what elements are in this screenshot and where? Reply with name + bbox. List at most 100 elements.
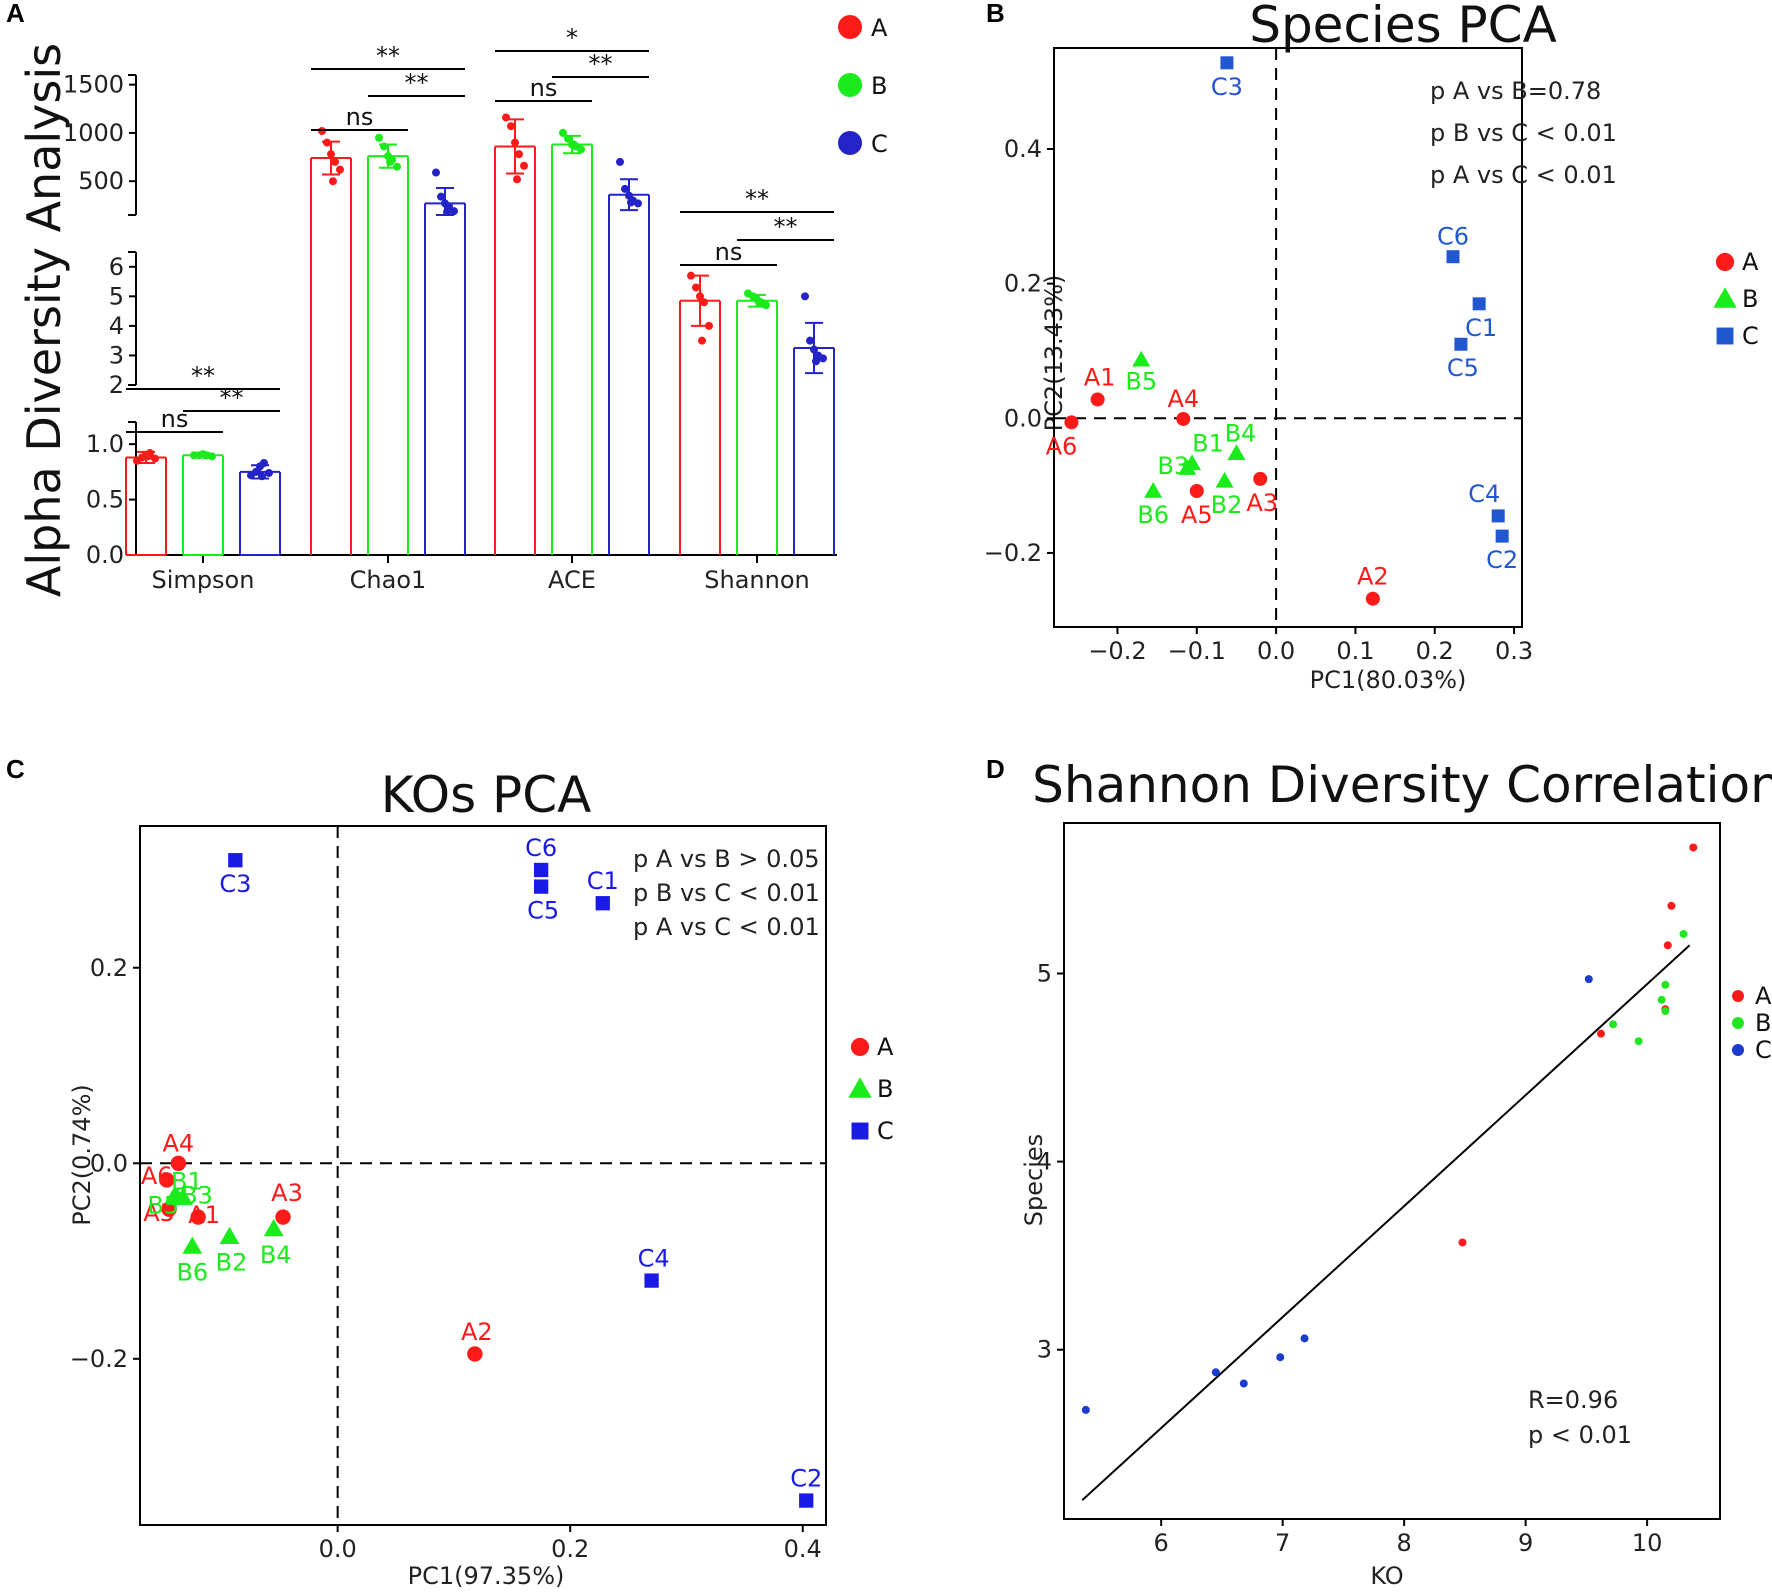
legend-label-c: C [871,130,888,158]
panel-b-xlabel: PC1(80.03%) [1310,666,1467,694]
point-label: C6 [525,834,557,862]
bar-point [621,184,629,193]
x-tick-label: 0.3 [1495,637,1533,665]
data-point-c2 [799,1493,814,1508]
point-label: C5 [527,897,559,925]
bar-point [692,283,700,292]
data-point [1657,995,1666,1004]
data-point-a3 [1253,471,1268,486]
legend-label-c: C [1755,1036,1772,1064]
bar-point [393,162,401,171]
x-tick-label: 0.0 [1257,637,1295,665]
y-tick-label: 0.2 [90,954,128,982]
x-tick-label: −0.2 [1088,637,1146,665]
point-label: C4 [638,1245,670,1273]
bar-point [144,452,152,461]
data-point-a3 [275,1209,291,1225]
x-tick-label: 9 [1518,1529,1533,1557]
significance-label: ns [715,238,743,266]
data-point [1634,1037,1643,1046]
data-point-b6 [182,1236,203,1254]
bar-point [570,140,578,149]
significance-label: ** [405,69,429,97]
bar-point [762,301,770,310]
point-label: B2 [216,1249,248,1277]
point-label: A2 [1357,563,1389,591]
data-point [1667,901,1676,910]
regression-line [1081,944,1691,1501]
legend-marker-b [838,73,862,97]
x-tick-label: 0.0 [319,1535,357,1563]
data-point [1584,975,1593,984]
plot-frame [139,825,827,1526]
bar-point [616,157,624,166]
point-label: B3 [1157,452,1189,480]
bar-point [559,128,567,137]
data-point [1661,980,1670,989]
bar-point [577,145,585,154]
annotation: p A vs C < 0.01 [1430,161,1617,189]
point-label: B3 [181,1181,213,1209]
bar-point [151,454,159,463]
y-tick-label: 1500 [63,71,124,99]
x-tick-label: Simpson [152,566,255,594]
point-label: A2 [461,1318,493,1346]
data-point-a1 [1090,392,1105,407]
bar-point [806,336,814,345]
panel-c-kos-pca: C KOs PCA PC1(97.35%) PC2(0.74%) 0.0 0.2 0… [6,754,894,1590]
data-point-c1 [595,896,610,911]
y-tick-label: 3 [1037,1336,1052,1364]
legend-marker-b [848,1077,872,1098]
data-point-a6 [159,1172,175,1188]
y-tick-label: 0.5 [86,486,124,514]
data-point [1458,1238,1467,1247]
annotation: p A vs C < 0.01 [633,913,820,941]
x-tick-label: 0.4 [784,1535,822,1563]
x-tick-label: −0.1 [1168,637,1226,665]
panel-d-label: D [986,754,1005,784]
bar-point [386,157,394,166]
panel-a-alpha-diversity: A Alpha Diversity Analysis 0.00.51.02345… [6,0,888,597]
y-tick-label: 1000 [63,119,124,147]
data-point-b4 [263,1218,284,1237]
data-point-a4 [1176,411,1191,426]
point-label: A3 [271,1179,303,1207]
y-tick-label: 5 [109,282,124,310]
data-point [1661,1007,1670,1016]
data-point-a1 [190,1209,206,1225]
panel-d-ylabel: Species [1020,1134,1048,1226]
data-point-c5 [533,879,549,894]
bar-point [507,122,515,131]
bar-point [810,345,818,354]
point-label: A6 [141,1162,173,1190]
bar-point [375,133,383,142]
panel-c-xlabel: PC1(97.35%) [408,1562,565,1590]
annotation: p A vs B=0.78 [1430,77,1601,105]
legend-label-a: A [1755,982,1772,1010]
y-tick-label: −0.2 [984,539,1042,567]
bar-point [627,198,635,207]
data-point [1596,1029,1605,1038]
data-point [1609,1020,1618,1029]
bar-point [705,321,713,330]
data-point-b5 [167,1187,188,1205]
point-label: C1 [1465,314,1497,342]
data-point [1663,941,1672,950]
panel-b-species-pca: B Species PCA PC1(80.03%) PC2(13.43%) −0… [984,0,1759,694]
point-label: C3 [1211,73,1243,101]
panel-a-ylabel: Alpha Diversity Analysis [17,43,71,597]
plot-frame [1063,822,1721,1520]
data-point-c2 [1495,529,1509,543]
legend-marker-a [1732,990,1744,1002]
x-tick-label: Shannon [704,566,809,594]
bar-point [380,142,388,151]
annotation: p B vs C < 0.01 [633,879,820,907]
x-tick-label: 7 [1275,1529,1290,1557]
x-tick-label: Chao1 [350,566,427,594]
bar-point [208,452,216,461]
y-tick-label: −0.2 [70,1345,128,1373]
data-point-b6 [1144,482,1163,498]
data-point [1239,1379,1248,1388]
legend-marker-b [1713,287,1737,308]
legend-label-b: B [877,1075,893,1103]
